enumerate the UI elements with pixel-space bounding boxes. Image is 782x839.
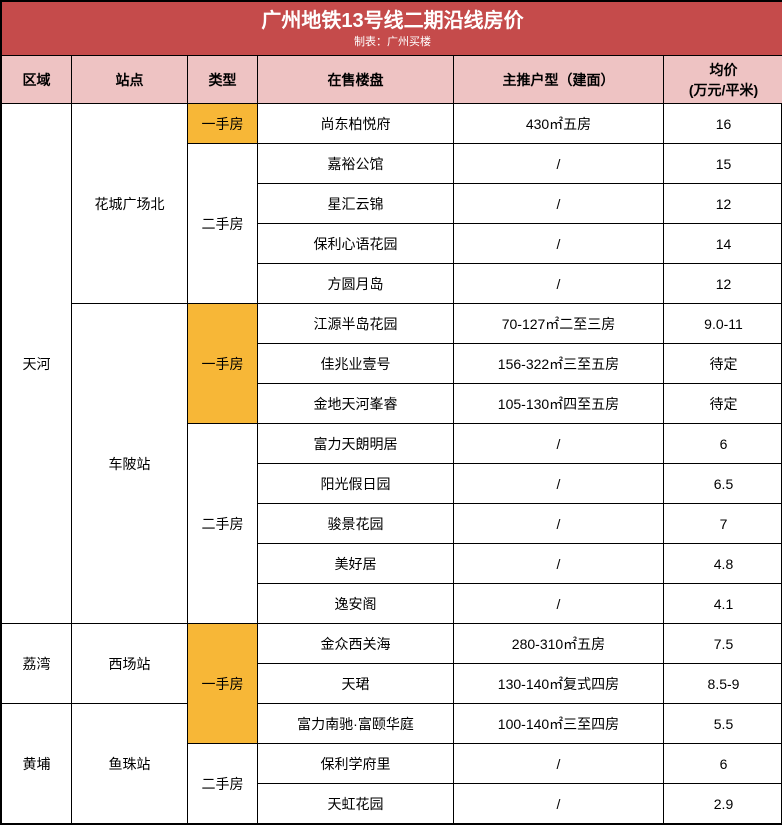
station-cell: 花城广场北 [72, 104, 188, 304]
project-cell: 星汇云锦 [258, 184, 454, 224]
unit-cell: 70-127㎡二至三房 [454, 304, 664, 344]
project-cell: 天虹花园 [258, 784, 454, 824]
table-row: 黄埔 鱼珠站 富力南驰·富颐华庭 100-140㎡三至四房 5.5 [2, 704, 782, 744]
col-station: 站点 [72, 56, 188, 104]
project-cell: 骏景花园 [258, 504, 454, 544]
unit-cell: / [454, 464, 664, 504]
project-cell: 嘉裕公馆 [258, 144, 454, 184]
col-price-l1: 均价 [710, 62, 738, 78]
region-cell: 荔湾 [2, 624, 72, 704]
unit-cell: / [454, 424, 664, 464]
price-cell: 5.5 [664, 704, 782, 744]
price-cell: 16 [664, 104, 782, 144]
unit-cell: / [454, 584, 664, 624]
price-cell: 15 [664, 144, 782, 184]
type-cell: 一手房 [188, 104, 258, 144]
unit-cell: 130-140㎡复式四房 [454, 664, 664, 704]
unit-cell: 280-310㎡五房 [454, 624, 664, 664]
price-cell: 4.8 [664, 544, 782, 584]
project-cell: 天珺 [258, 664, 454, 704]
project-cell: 美好居 [258, 544, 454, 584]
price-cell: 6 [664, 424, 782, 464]
project-cell: 金地天河峯睿 [258, 384, 454, 424]
project-cell: 金众西关海 [258, 624, 454, 664]
project-cell: 尚东柏悦府 [258, 104, 454, 144]
price-cell: 待定 [664, 344, 782, 384]
project-cell: 保利心语花园 [258, 224, 454, 264]
table-row: 天河 花城广场北 一手房 尚东柏悦府 430㎡五房 16 [2, 104, 782, 144]
table-row: 荔湾 西场站 一手房 金众西关海 280-310㎡五房 7.5 [2, 624, 782, 664]
title-main: 广州地铁13号线二期沿线房价 [2, 3, 782, 35]
project-cell: 富力南驰·富颐华庭 [258, 704, 454, 744]
region-cell: 黄埔 [2, 704, 72, 824]
price-table-container: 广州地铁13号线二期沿线房价 制表：广州买楼 区域 站点 类型 在售楼盘 主推户… [0, 0, 782, 825]
col-price-l2: (万元/平米) [689, 82, 758, 98]
price-cell: 6 [664, 744, 782, 784]
price-cell: 2.9 [664, 784, 782, 824]
station-cell: 车陂站 [72, 304, 188, 624]
project-cell: 方圆月岛 [258, 264, 454, 304]
col-price: 均价 (万元/平米) [664, 56, 782, 104]
project-cell: 江源半岛花园 [258, 304, 454, 344]
price-cell: 14 [664, 224, 782, 264]
col-unit: 主推户型（建面） [454, 56, 664, 104]
unit-cell: 100-140㎡三至四房 [454, 704, 664, 744]
header-row: 区域 站点 类型 在售楼盘 主推户型（建面） 均价 (万元/平米) [2, 56, 782, 104]
region-cell: 天河 [2, 104, 72, 624]
unit-cell: / [454, 744, 664, 784]
price-cell: 6.5 [664, 464, 782, 504]
project-cell: 佳兆业壹号 [258, 344, 454, 384]
unit-cell: / [454, 184, 664, 224]
price-cell: 待定 [664, 384, 782, 424]
price-cell: 4.1 [664, 584, 782, 624]
unit-cell: 430㎡五房 [454, 104, 664, 144]
project-cell: 富力天朗明居 [258, 424, 454, 464]
table-row: 车陂站 一手房 江源半岛花园 70-127㎡二至三房 9.0-11 [2, 304, 782, 344]
title-sub: 制表：广州买楼 [2, 35, 782, 54]
unit-cell: / [454, 224, 664, 264]
type-cell: 二手房 [188, 744, 258, 824]
type-cell: 二手房 [188, 424, 258, 624]
type-cell: 一手房 [188, 624, 258, 744]
station-cell: 西场站 [72, 624, 188, 704]
unit-cell: / [454, 784, 664, 824]
price-cell: 7.5 [664, 624, 782, 664]
price-cell: 12 [664, 184, 782, 224]
price-cell: 12 [664, 264, 782, 304]
col-type: 类型 [188, 56, 258, 104]
project-cell: 逸安阁 [258, 584, 454, 624]
price-cell: 7 [664, 504, 782, 544]
unit-cell: / [454, 544, 664, 584]
price-table: 广州地铁13号线二期沿线房价 制表：广州买楼 区域 站点 类型 在售楼盘 主推户… [1, 1, 782, 824]
col-project: 在售楼盘 [258, 56, 454, 104]
type-cell: 二手房 [188, 144, 258, 304]
price-cell: 8.5-9 [664, 664, 782, 704]
title-row: 广州地铁13号线二期沿线房价 制表：广州买楼 [2, 2, 782, 56]
unit-cell: 105-130㎡四至五房 [454, 384, 664, 424]
unit-cell: 156-322㎡三至五房 [454, 344, 664, 384]
station-cell: 鱼珠站 [72, 704, 188, 824]
unit-cell: / [454, 504, 664, 544]
unit-cell: / [454, 144, 664, 184]
project-cell: 阳光假日园 [258, 464, 454, 504]
col-region: 区域 [2, 56, 72, 104]
type-cell: 一手房 [188, 304, 258, 424]
unit-cell: / [454, 264, 664, 304]
project-cell: 保利学府里 [258, 744, 454, 784]
price-cell: 9.0-11 [664, 304, 782, 344]
